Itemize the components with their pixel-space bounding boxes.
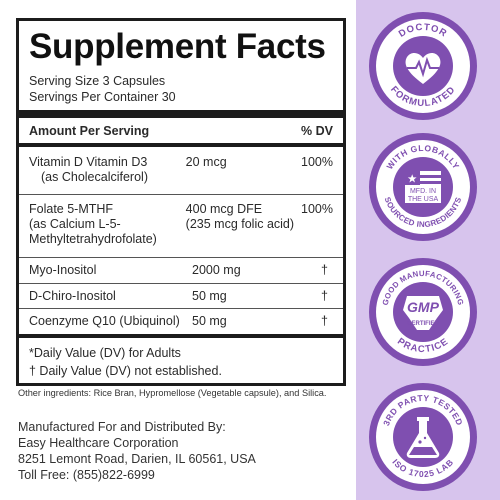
nutrient-dv: † [321,314,328,328]
badge-certified-label: CERTIFIED [407,321,439,327]
servings-per-container: Servings Per Container 30 [29,90,176,104]
badge-column: DOCTOR FORMULATED WITH GLOBALLY SOURCED … [356,0,500,500]
header-dv: % DV [301,124,333,138]
nutrient-amount: 2000 mg [192,263,241,277]
third-party-tested-badge: 3RD PARTY TESTED ISO 17025 LAB [369,383,477,491]
nutrient-amount: 20 mcg [185,155,227,169]
manufacturer-address: 8251 Lemont Road, Darien, IL 60561, USA [18,452,256,466]
globally-sourced-badge: WITH GLOBALLY SOURCED INGREDIENTS MFD. I… [369,133,477,241]
header-amount: Amount Per Serving [29,124,150,138]
table-row: Coenzyme Q10 (Ubiquinol) 50 mg † [29,309,333,334]
badge-doctor-top: DOCTOR [397,22,449,40]
column-header: Amount Per Serving % DV [29,118,333,143]
nutrient-name: D-Chiro-Inositol [29,289,116,303]
nutrient-name: Vitamin D Vitamin D3 [29,155,148,169]
nutrient-dv: 100% [301,155,333,169]
gmp-certified-badge: GOOD MANUFACTURING PRACTICE GMP CERTIFIE… [369,258,477,366]
nutrient-subname: (as Calcium L-5- [29,217,121,231]
divider-thin [19,283,343,284]
manufacturer-line: Manufactured For and Distributed By: [18,420,226,434]
supplement-facts-panel: Supplement Facts Serving Size 3 Capsules… [16,18,346,386]
nutrient-subname: (as Cholecalciferol) [41,170,148,184]
table-row: D-Chiro-Inositol 50 mg † [29,284,333,308]
badge-mfd-line1: MFD. IN [410,188,436,195]
nutrient-amount: 400 mcg DFE [185,202,263,216]
nutrient-amount: 50 mg [192,314,227,328]
nutrient-amount-note: (235 mcg folic acid) [185,217,295,231]
badge-mfd-line2: THE USA [408,196,439,203]
manufacturer-info: Manufactured For and Distributed By: Eas… [18,419,256,483]
nutrient-name: Myo-Inositol [29,263,97,277]
us-flag-icon [405,171,441,203]
nutrient-dv: † [321,263,328,277]
divider-thick [19,110,343,118]
divider-medium [19,334,343,338]
nutrient-subname: Methyltetrahydrofolate) [29,232,157,246]
lab-flask-icon [406,417,440,458]
badge-gmp-label: GMP [407,299,440,315]
heart-pulse-icon [405,52,441,84]
divider-medium [19,143,343,147]
nutrient-dv: 100% [301,202,333,216]
footnote-daily-value: *Daily Value (DV) for Adults [29,346,181,360]
serving-size: Serving Size 3 Capsules [29,74,166,88]
doctor-formulated-badge: DOCTOR FORMULATED [369,12,477,120]
footnote-not-established: † Daily Value (DV) not established. [29,364,222,378]
table-row: Vitamin D Vitamin D3 (as Cholecalciferol… [29,147,333,194]
gmp-certified-icon [403,296,443,330]
nutrient-name: Coenzyme Q10 (Ubiquinol) [29,314,180,328]
nutrient-dv: † [321,289,328,303]
divider-thin [19,194,343,195]
divider-thin [19,257,343,258]
table-row: Myo-Inositol 2000 mg † [29,258,333,283]
nutrient-amount: 50 mg [192,289,227,303]
manufacturer-name: Easy Healthcare Corporation [18,436,179,450]
footnotes: *Daily Value (DV) for Adults † Daily Val… [29,344,333,380]
divider-thin [19,308,343,309]
nutrient-name: Folate 5-MTHF [29,202,114,216]
other-ingredients: Other ingredients: Rice Bran, Hypromello… [18,388,327,398]
table-row: Folate 5-MTHF (as Calcium L-5- Methyltet… [29,195,333,257]
manufacturer-phone: Toll Free: (855)822-6999 [18,468,155,482]
serving-info: Serving Size 3 Capsules Servings Per Con… [29,73,333,105]
facts-title: Supplement Facts [29,27,326,66]
